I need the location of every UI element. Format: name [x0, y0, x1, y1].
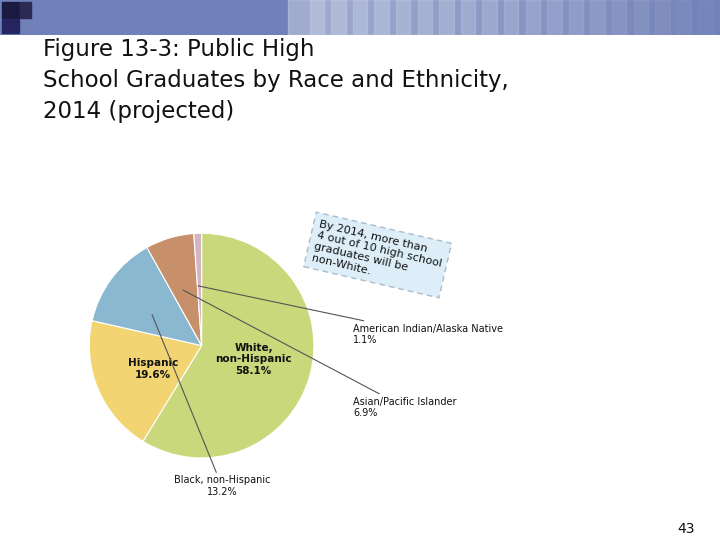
Bar — [655, 0, 691, 35]
Bar — [482, 0, 518, 35]
Bar — [612, 0, 648, 35]
Bar — [2, 2, 19, 17]
Text: Figure 13-3: Public High
School Graduates by Race and Ethnicity,
2014 (projected: Figure 13-3: Public High School Graduate… — [43, 38, 509, 123]
Bar — [396, 0, 432, 35]
Text: Hispanic
19.6%: Hispanic 19.6% — [127, 358, 178, 380]
Wedge shape — [143, 233, 314, 458]
Bar — [569, 0, 605, 35]
Wedge shape — [89, 321, 202, 441]
Bar — [526, 0, 562, 35]
Wedge shape — [194, 233, 202, 346]
Bar — [19, 2, 32, 17]
Bar — [331, 0, 367, 35]
Bar — [590, 0, 626, 35]
Text: White,
non-Hispanic
58.1%: White, non-Hispanic 58.1% — [215, 342, 292, 376]
Bar — [353, 0, 389, 35]
Bar — [310, 0, 346, 35]
Wedge shape — [147, 234, 202, 346]
Bar — [439, 0, 475, 35]
Bar — [698, 0, 720, 35]
Bar — [677, 0, 713, 35]
Bar — [547, 0, 583, 35]
Bar — [288, 0, 324, 35]
Text: By 2014, more than
4 out of 10 high school
graduates will be
non-White.: By 2014, more than 4 out of 10 high scho… — [310, 219, 445, 291]
Text: 43: 43 — [678, 522, 695, 536]
Bar — [504, 0, 540, 35]
Wedge shape — [92, 247, 202, 346]
Text: Asian/Pacific Islander
6.9%: Asian/Pacific Islander 6.9% — [183, 290, 456, 418]
Bar — [461, 0, 497, 35]
Bar — [374, 0, 410, 35]
Bar — [634, 0, 670, 35]
Text: American Indian/Alaska Native
1.1%: American Indian/Alaska Native 1.1% — [198, 286, 503, 345]
Text: Black, non-Hispanic
13.2%: Black, non-Hispanic 13.2% — [152, 315, 270, 497]
Bar — [418, 0, 454, 35]
Bar — [2, 19, 19, 33]
